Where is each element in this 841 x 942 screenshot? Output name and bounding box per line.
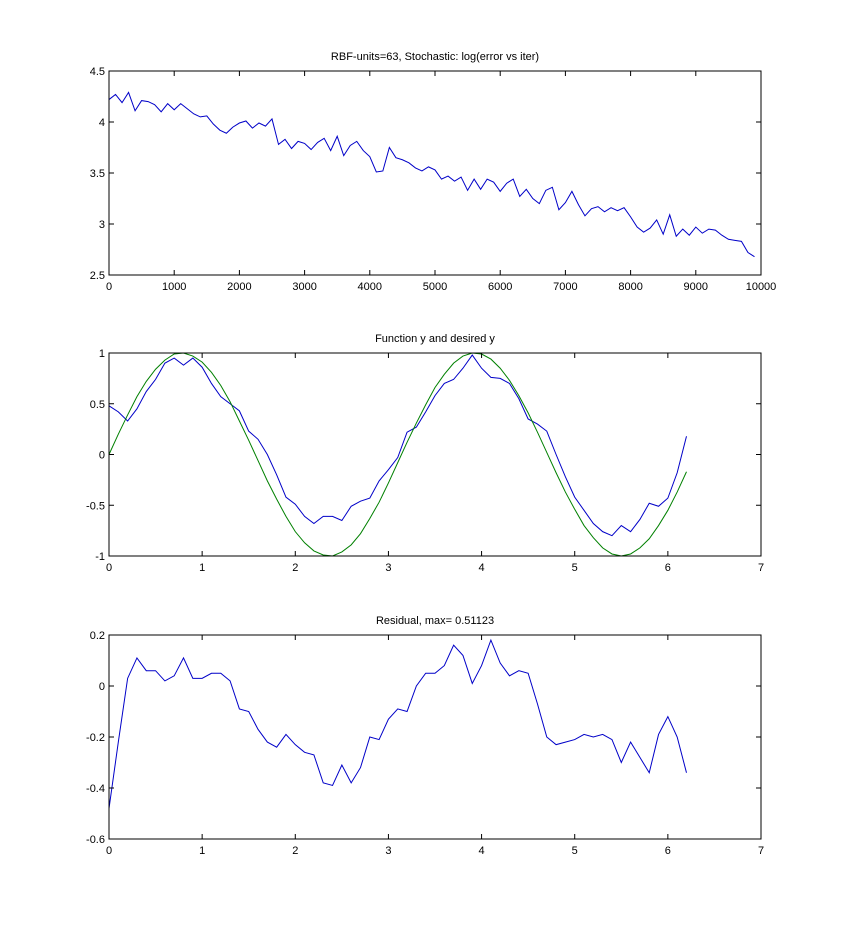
y-tick-label: 4 (99, 117, 105, 129)
x-tick-label: 6 (665, 562, 671, 574)
residual-plot-title: Residual, max= 0.51123 (376, 615, 494, 627)
x-tick-label: 2 (292, 845, 298, 857)
y-tick-label: 3.5 (90, 168, 105, 180)
x-tick-label: 8000 (618, 281, 642, 293)
y-tick-label: 2.5 (90, 270, 105, 282)
x-tick-label: 9000 (684, 281, 708, 293)
y-tick-label: 0.5 (90, 399, 105, 411)
series-line-0 (108, 91, 755, 258)
residual-plot-axes: Residual, max= 0.51123 0 1 2 3 4 5 6 7 -0.6 -0.4 -… (86, 615, 764, 857)
x-tick-label: 10000 (746, 281, 777, 293)
x-tick-label: 3000 (292, 281, 316, 293)
x-tick-label: 4 (479, 845, 485, 857)
x-tick-label: 0 (106, 281, 112, 293)
y-tick-label: 3 (99, 219, 105, 231)
y-tick-label: 4.5 (90, 66, 105, 78)
series-line-1 (108, 352, 687, 557)
x-tick-label: 1 (199, 845, 205, 857)
x-tick-label: 7 (758, 845, 764, 857)
error-plot-title: RBF-units=63, Stochastic: log(error vs i… (331, 51, 539, 63)
x-tick-label: 0 (106, 562, 112, 574)
x-tick-label: 7 (758, 562, 764, 574)
x-tick-label: 3 (385, 845, 391, 857)
y-tick-label: 1 (99, 348, 105, 360)
y-tick-label: -0.6 (86, 834, 105, 846)
x-tick-label: 2000 (227, 281, 251, 293)
y-tick-label: -0.5 (86, 500, 105, 512)
y-tick-label: -0.4 (86, 783, 105, 795)
x-tick-label: 6 (665, 845, 671, 857)
x-tick-label: 6000 (488, 281, 512, 293)
x-tick-label: 5 (572, 562, 578, 574)
y-tick-label: 0 (99, 681, 105, 693)
y-tick-label: -0.2 (86, 732, 105, 744)
y-tick-label: -1 (95, 551, 105, 563)
series-line-0 (108, 354, 687, 537)
y-tick-label: 0 (99, 450, 105, 462)
x-tick-label: 5000 (423, 281, 447, 293)
function-plot-axes: Function y and desired y 0 1 2 3 4 5 6 7 -1 -0.5 0… (86, 333, 764, 574)
error-plot-axes: RBF-units=63, Stochastic: log(error vs i… (90, 51, 777, 293)
x-tick-label: 4 (479, 562, 485, 574)
x-tick-label: 5 (572, 845, 578, 857)
x-tick-label: 1 (199, 562, 205, 574)
function-plot-title: Function y and desired y (375, 333, 495, 345)
x-tick-label: 1000 (162, 281, 186, 293)
x-tick-label: 4000 (358, 281, 382, 293)
x-tick-label: 7000 (553, 281, 577, 293)
x-tick-label: 2 (292, 562, 298, 574)
y-tick-label: 0.2 (90, 630, 105, 642)
x-tick-label: 3 (385, 562, 391, 574)
series-line-0 (108, 638, 687, 809)
x-tick-label: 0 (106, 845, 112, 857)
